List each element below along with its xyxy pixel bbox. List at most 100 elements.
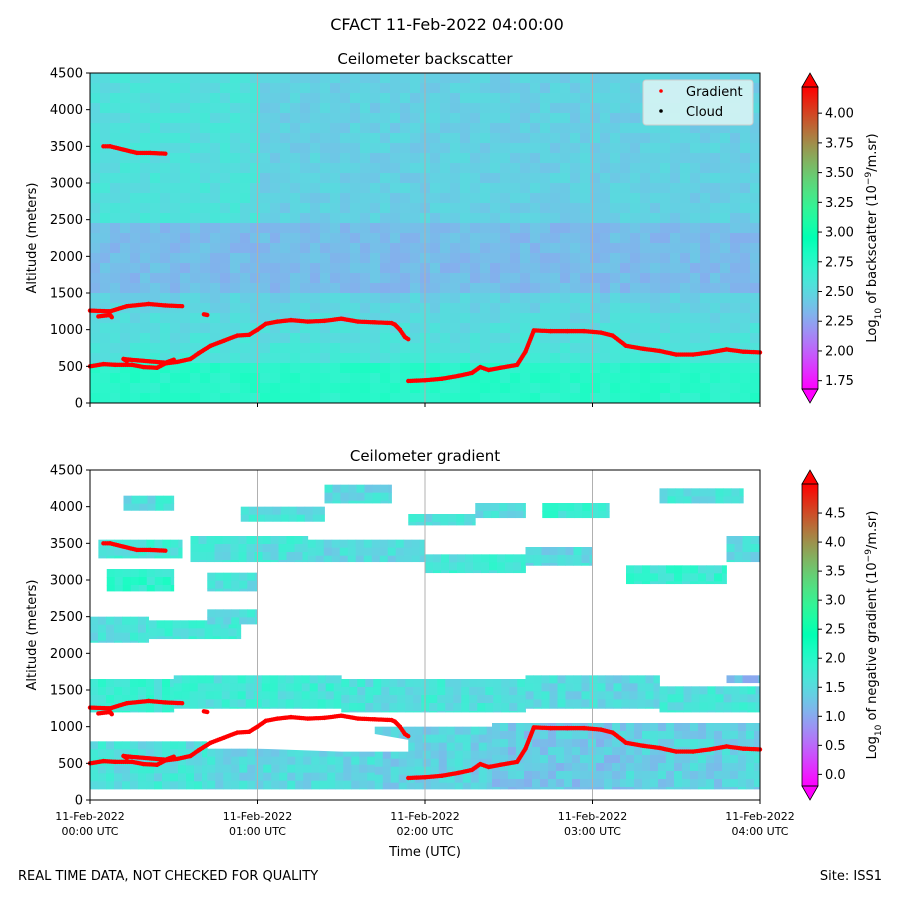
backscatter-cell <box>610 313 621 324</box>
backscatter-cell <box>470 263 481 274</box>
gradient-cell <box>469 679 478 688</box>
gradient-cell <box>357 687 366 696</box>
gradient-cell <box>606 511 610 519</box>
backscatter-cell <box>260 243 271 254</box>
gradient-cell <box>148 620 158 629</box>
backscatter-cell <box>730 153 741 164</box>
gradient-cell <box>508 755 517 764</box>
backscatter-cell <box>730 273 741 284</box>
backscatter-cell <box>630 113 641 124</box>
backscatter-cell <box>280 173 291 184</box>
gradient-cell <box>589 555 593 564</box>
gradient-cell <box>540 755 549 764</box>
gradient-cell <box>390 726 400 736</box>
backscatter-cell <box>200 263 211 274</box>
backscatter-cell <box>710 233 721 244</box>
gradient-cell <box>645 675 654 684</box>
gradient-cell <box>493 703 502 712</box>
gradient-cell <box>422 782 432 790</box>
backscatter-cell <box>450 113 461 124</box>
gradient-cell <box>327 780 336 790</box>
gradient-cell <box>198 552 207 561</box>
backscatter-cell <box>490 253 501 264</box>
gradient-cell <box>181 683 191 692</box>
backscatter-cell <box>300 383 311 394</box>
backscatter-cell <box>470 113 481 124</box>
backscatter-cell <box>660 123 671 134</box>
backscatter-cell <box>150 183 161 194</box>
backscatter-cell <box>560 383 571 394</box>
gradient-cell <box>204 628 214 637</box>
backscatter-cell <box>430 213 441 224</box>
backscatter-cell <box>390 313 401 324</box>
backscatter-cell <box>520 313 531 324</box>
gradient-cell <box>269 675 279 684</box>
gradient-cell <box>629 683 638 692</box>
gradient-cell <box>254 560 263 563</box>
backscatter-cell <box>240 243 251 254</box>
backscatter-cell <box>710 313 721 324</box>
backscatter-cell <box>230 303 241 314</box>
gradient-cell <box>742 536 751 545</box>
gradient-cell <box>699 488 708 497</box>
backscatter-cell <box>590 203 601 214</box>
backscatter-cell <box>320 103 331 114</box>
backscatter-cell <box>720 283 731 294</box>
backscatter-cell <box>140 253 151 264</box>
backscatter-cell <box>390 103 401 114</box>
backscatter-cell <box>530 213 541 224</box>
gradient-cell <box>90 616 99 626</box>
gradient-cell <box>207 609 216 618</box>
gradient-cell <box>620 763 627 772</box>
backscatter-cell <box>520 223 531 234</box>
backscatter-cell <box>260 313 271 324</box>
backscatter-cell <box>560 203 571 214</box>
backscatter-cell <box>490 283 501 294</box>
gradient-cell <box>666 573 675 582</box>
gradient-cell <box>205 707 215 709</box>
backscatter-cell <box>180 223 191 234</box>
backscatter-cell <box>300 133 311 144</box>
backscatter-cell <box>170 183 181 194</box>
y-tick-label: 3000 <box>50 574 83 589</box>
backscatter-cell <box>570 383 581 394</box>
gradient-cell <box>564 771 573 780</box>
gradient-cell <box>181 699 191 708</box>
backscatter-cell <box>300 263 311 274</box>
backscatter-cell <box>600 153 611 164</box>
backscatter-cell <box>460 113 471 124</box>
backscatter-cell <box>690 393 701 404</box>
backscatter-cell <box>570 253 581 264</box>
backscatter-cell <box>140 193 151 204</box>
backscatter-cell <box>280 353 291 364</box>
backscatter-cell <box>400 233 411 244</box>
backscatter-cell <box>500 163 511 174</box>
gradient-cell <box>355 547 365 557</box>
backscatter-cell <box>470 303 481 314</box>
gradient-cell <box>381 687 390 696</box>
backscatter-cell <box>610 283 621 294</box>
backscatter-cell <box>130 73 141 84</box>
backscatter-cell <box>690 283 701 294</box>
backscatter-cell <box>140 283 151 294</box>
backscatter-cell <box>500 273 511 284</box>
backscatter-cell <box>110 203 121 214</box>
gradient-cell <box>389 679 398 688</box>
backscatter-cell <box>400 143 411 154</box>
colorbar-extend-min <box>801 785 819 801</box>
x-tick-label: 01:00 UTC <box>229 825 286 838</box>
gradient-cell <box>755 694 761 703</box>
backscatter-cell <box>590 103 601 114</box>
backscatter-cell <box>460 393 471 404</box>
gradient-cell <box>223 617 232 625</box>
backscatter-cell <box>480 283 491 294</box>
gradient-cell <box>207 772 216 782</box>
backscatter-cell <box>690 193 701 204</box>
gradient-cell <box>367 772 376 782</box>
gradient-cell <box>589 683 598 692</box>
gradient-cell <box>516 747 525 756</box>
backscatter-cell <box>410 393 421 404</box>
gradient-cell <box>438 782 448 790</box>
gradient-cell <box>517 711 526 713</box>
gradient-cell <box>456 522 465 526</box>
